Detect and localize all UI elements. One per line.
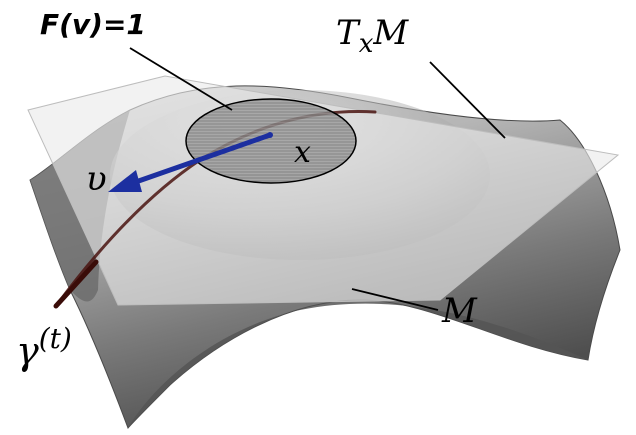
leader-line-norm (129, 47, 233, 111)
label-point-x: x (294, 135, 311, 170)
label-manifold: M (441, 291, 478, 331)
curve-gamma-visible-end (53, 259, 99, 309)
manifold-front-edge (128, 300, 588, 428)
leader-line-tangent-space (429, 61, 506, 139)
indicatrix-ellipse (185, 98, 357, 184)
label-tangent-space: TxM (336, 13, 409, 59)
label-norm-condition: F(v)=1 (40, 8, 146, 41)
leader-line-manifold (351, 288, 439, 311)
label-vector-v: υ (86, 159, 107, 199)
vector-v-shaft (127, 132, 273, 187)
label-curve-gamma: γ(t) (16, 322, 72, 373)
vector-v-arrowhead (108, 170, 142, 192)
point-x-marker (267, 132, 273, 138)
tangent-plane (27, 75, 620, 306)
